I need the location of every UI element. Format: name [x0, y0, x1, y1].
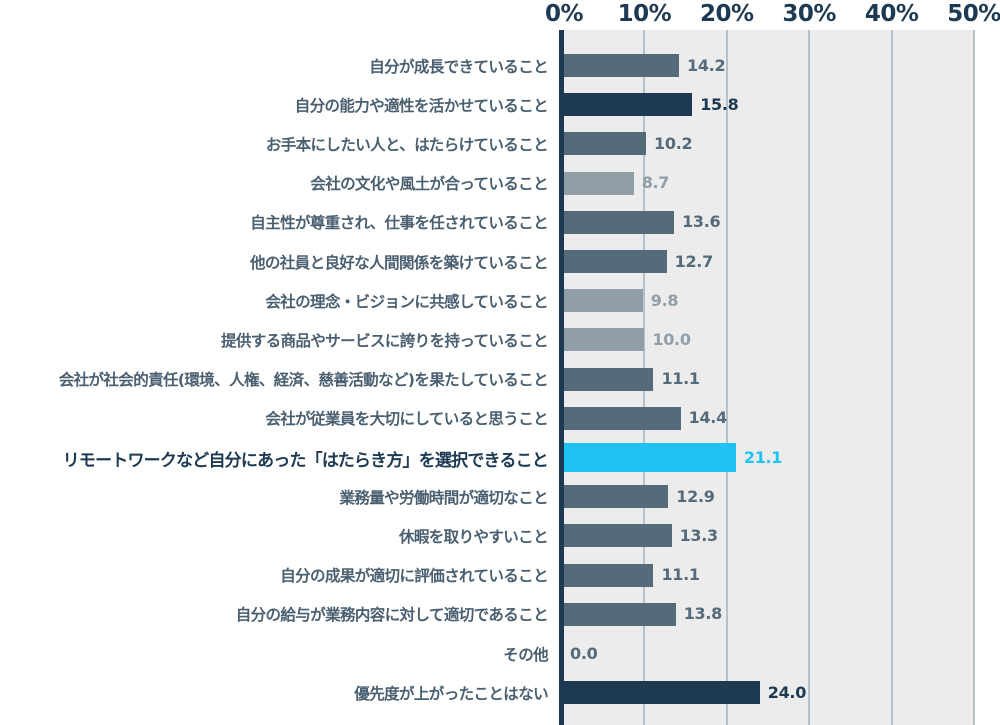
category-label: 自分の成果が適切に評価されていること — [280, 567, 548, 586]
category-label: リモートワークなど自分にあった「はたらき方」を選択できること — [62, 450, 549, 471]
category-label: その他 — [503, 645, 548, 664]
category-label: お手本にしたい人と、はたらけていること — [265, 135, 549, 154]
value-label: 14.2 — [687, 55, 726, 75]
bar — [564, 171, 634, 195]
bar — [564, 367, 654, 391]
value-label: 8.7 — [641, 173, 670, 193]
gridline — [973, 30, 975, 725]
category-label: 会社の理念・ビジョンに共感していること — [265, 292, 548, 311]
x-tick-label: 20% — [700, 1, 754, 27]
gridline — [890, 30, 893, 725]
category-label: 会社の文化や風土が合っていること — [310, 175, 548, 194]
value-label: 12.9 — [676, 486, 715, 506]
bar — [564, 54, 679, 77]
value-label: 12.7 — [674, 251, 714, 271]
category-label: 会社が社会的責任(環境、人権、経済、慈善活動など)を果たしていること — [58, 371, 549, 390]
bar — [564, 210, 675, 234]
value-label: 14.4 — [688, 408, 728, 428]
category-label: 会社が従業員を大切にしていると思うこと — [265, 410, 548, 429]
value-label: 9.8 — [650, 290, 679, 310]
gridline — [725, 30, 728, 725]
bar — [564, 289, 643, 313]
value-label: 24.0 — [767, 682, 807, 702]
value-label: 0.0 — [570, 643, 598, 663]
value-label: 10.2 — [654, 133, 693, 153]
category-label: 休暇を取りやすいこと — [398, 527, 549, 546]
x-tick-label: 50% — [947, 1, 1000, 27]
value-label: 21.1 — [743, 447, 783, 467]
category-label: 提供する商品やサービスに誇りを持っていること — [220, 331, 549, 350]
x-tick-label: 30% — [782, 1, 836, 27]
category-label: 自主性が尊重され、仕事を任されていること — [250, 214, 548, 233]
bar — [564, 485, 669, 509]
category-label: 自分の能力や適性を活かせていること — [294, 96, 549, 115]
bar — [564, 250, 667, 273]
bar — [564, 93, 693, 117]
bar — [564, 132, 647, 156]
bar — [564, 563, 654, 587]
value-label: 10.0 — [652, 329, 691, 349]
x-tick-label: 40% — [864, 1, 919, 27]
bar-highlighted — [564, 443, 736, 472]
x-tick-label: 10% — [617, 1, 672, 27]
category-label: 優先度が上がったことはない — [354, 684, 548, 703]
value-label: 13.3 — [679, 525, 719, 545]
gridline — [808, 30, 811, 725]
x-tick-label: 0% — [544, 1, 584, 27]
bar — [564, 602, 676, 626]
value-label: 13.8 — [683, 604, 723, 624]
category-label: 自分の給与が業務内容に対して適切であること — [235, 606, 549, 625]
zero-axis-line — [559, 30, 564, 725]
category-label: 他の社員と良好な人間関係を築けていること — [249, 253, 549, 272]
bar — [564, 524, 672, 548]
bar — [564, 681, 760, 705]
bar — [564, 406, 681, 430]
value-label: 13.6 — [682, 212, 721, 232]
value-label: 11.1 — [661, 565, 700, 585]
value-label: 11.1 — [661, 369, 700, 389]
category-label: 自分が成長できていること — [369, 57, 548, 76]
value-label: 15.8 — [700, 94, 739, 114]
category-label: 業務量や労働時間が適切なこと — [339, 488, 548, 507]
bar — [564, 328, 645, 352]
